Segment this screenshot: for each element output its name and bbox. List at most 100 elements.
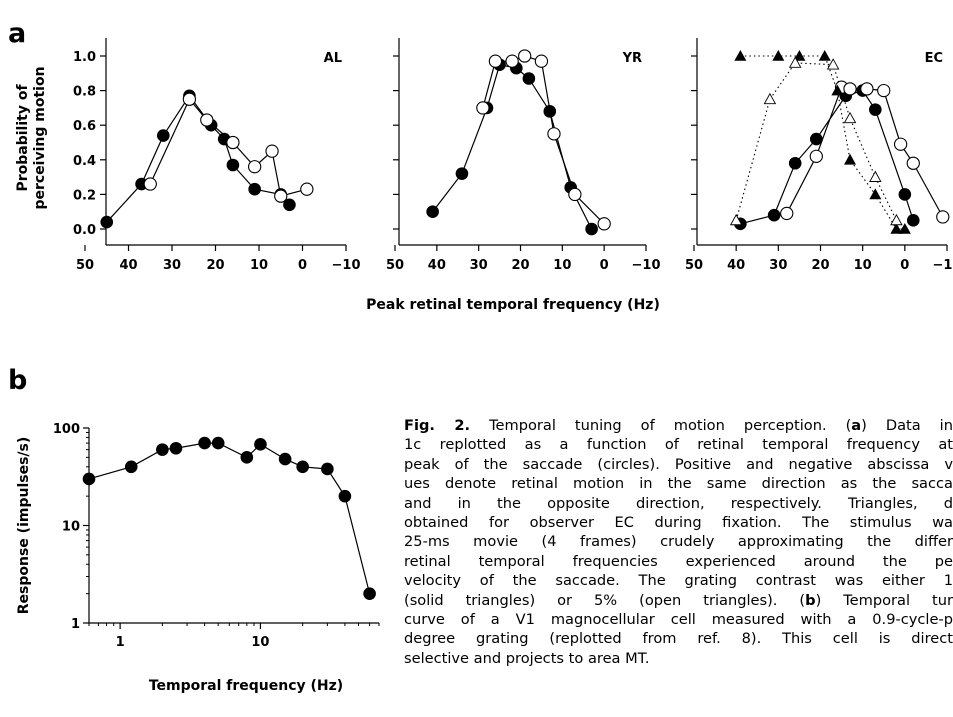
caption-text: ) Data in bbox=[861, 417, 953, 434]
data-point bbox=[734, 50, 747, 61]
caption-panel-ref: a bbox=[851, 417, 862, 434]
x-tick-label: 50 bbox=[386, 258, 404, 273]
y-tick-label: 0.6 bbox=[73, 119, 96, 134]
data-point bbox=[296, 460, 309, 474]
data-point bbox=[426, 205, 439, 218]
panel-b-label: b bbox=[8, 365, 27, 396]
caption-text: peak of the saccade (circles). Positive … bbox=[404, 455, 953, 473]
data-point bbox=[860, 82, 874, 96]
caption-text: 25-ms movie (4 frames) crudely approxima… bbox=[404, 533, 953, 551]
caption-text: (solid triangles) or 5% (open triangles)… bbox=[404, 591, 806, 609]
caption-line: retinal temporal frequencies experienced… bbox=[404, 552, 953, 571]
data-point bbox=[585, 222, 598, 236]
data-point bbox=[877, 83, 891, 98]
caption-text: retinal temporal frequencies experienced… bbox=[404, 552, 953, 570]
x-tick-label: 30 bbox=[470, 258, 488, 273]
data-point bbox=[597, 217, 611, 231]
x-tick-label: −10 bbox=[632, 258, 661, 273]
data-point bbox=[818, 50, 831, 61]
caption-text: ues denote retinal motion in the same di… bbox=[404, 475, 953, 493]
x-tick-label: 50 bbox=[76, 258, 94, 273]
x-tick-label: −10 bbox=[933, 258, 953, 273]
data-point bbox=[522, 72, 536, 85]
series-line bbox=[786, 86, 944, 218]
subplot-label: AL bbox=[324, 51, 342, 66]
x-tick-label: 40 bbox=[428, 258, 446, 273]
data-point bbox=[156, 443, 169, 456]
series-line bbox=[432, 63, 593, 230]
data-point bbox=[780, 206, 794, 221]
panel-a-label: a bbox=[8, 18, 26, 49]
caption-line: curve of a V1 magnocellular cell measure… bbox=[404, 610, 953, 629]
subplot-label: EC bbox=[925, 51, 943, 66]
caption-text: and in the opposite direction, respectiv… bbox=[404, 494, 953, 512]
data-point bbox=[809, 149, 823, 163]
y-tick-label: 0.0 bbox=[73, 223, 96, 238]
data-point bbox=[254, 438, 267, 451]
x-tick-label: 0 bbox=[900, 258, 909, 273]
data-point bbox=[505, 54, 519, 68]
x-tick-label: 10 bbox=[854, 258, 872, 273]
x-tick-label: 20 bbox=[811, 258, 829, 273]
data-point bbox=[278, 452, 292, 466]
data-point bbox=[240, 451, 254, 464]
x-tick-label: 0 bbox=[600, 258, 609, 273]
x-tick-label: 40 bbox=[119, 258, 137, 273]
data-point bbox=[283, 198, 296, 212]
data-point bbox=[518, 49, 532, 63]
panel-a-ylabel-line2: perceiving motion bbox=[32, 66, 48, 209]
data-point bbox=[898, 188, 912, 201]
data-point bbox=[226, 135, 240, 150]
data-point bbox=[248, 182, 261, 196]
data-point bbox=[198, 436, 211, 450]
caption-text: 1c replotted as a function of retinal te… bbox=[404, 436, 953, 454]
data-point bbox=[843, 82, 857, 96]
chart-ec: 50 40 30 20 10 0 −10 EC bbox=[685, 38, 953, 273]
data-point bbox=[898, 223, 911, 234]
data-point bbox=[893, 137, 908, 151]
data-point bbox=[890, 213, 903, 226]
data-point bbox=[793, 50, 806, 61]
data-point bbox=[200, 113, 214, 127]
caption-text: Temporal tuning of motion perception. ( bbox=[470, 417, 852, 434]
data-point bbox=[831, 84, 844, 96]
chart-b: 1 10 100 1 10 Temporal frequency (Hz) Response… bbox=[16, 422, 380, 694]
data-point bbox=[247, 160, 262, 174]
panel-a-ylabel-line1: Probability of bbox=[15, 84, 31, 192]
x-tick-label: 20 bbox=[206, 258, 224, 273]
data-point bbox=[906, 156, 920, 170]
x-tick-label: 1 bbox=[116, 635, 125, 650]
chart-yr: 50 40 30 20 10 0 −10 YR bbox=[386, 38, 661, 273]
x-tick-label: 50 bbox=[685, 258, 703, 273]
data-point bbox=[826, 58, 840, 70]
data-point bbox=[869, 188, 882, 200]
data-point bbox=[906, 214, 920, 227]
data-point bbox=[274, 189, 288, 203]
caption-figure-number: Fig. 2. bbox=[404, 417, 471, 434]
y-tick-label: 100 bbox=[53, 422, 80, 437]
caption-line: Fig. 2. Temporal tuning of motion percep… bbox=[404, 416, 953, 435]
caption-line: 25-ms movie (4 frames) crudely approxima… bbox=[404, 532, 953, 551]
caption-line: degree grating (replotted from ref. 8). … bbox=[404, 629, 953, 648]
data-point bbox=[843, 111, 857, 124]
series-line bbox=[149, 98, 308, 197]
y-axis-label: Response (impulses/s) bbox=[16, 437, 32, 615]
data-point bbox=[729, 213, 743, 226]
data-point bbox=[211, 436, 225, 450]
data-point bbox=[321, 462, 334, 476]
data-point bbox=[869, 170, 882, 182]
data-point bbox=[788, 56, 802, 68]
caption-line: 1c replotted as a function of retinal te… bbox=[404, 435, 953, 454]
data-point bbox=[338, 489, 352, 503]
caption-text: degree grating (replotted from ref. 8). … bbox=[404, 630, 953, 648]
caption-line: obtained for observer EC during fixation… bbox=[404, 513, 953, 532]
caption-line: selective and projects to area MT. bbox=[404, 649, 953, 668]
caption-line: ues denote retinal motion in the same di… bbox=[404, 474, 953, 493]
data-point bbox=[182, 92, 197, 106]
data-point bbox=[534, 54, 549, 68]
data-point bbox=[157, 129, 170, 142]
caption-line: peak of the saccade (circles). Positive … bbox=[404, 455, 953, 474]
data-point bbox=[488, 54, 503, 68]
x-tick-label: 30 bbox=[769, 258, 787, 273]
caption-text: velocity of the saccade. The grating con… bbox=[404, 572, 953, 590]
